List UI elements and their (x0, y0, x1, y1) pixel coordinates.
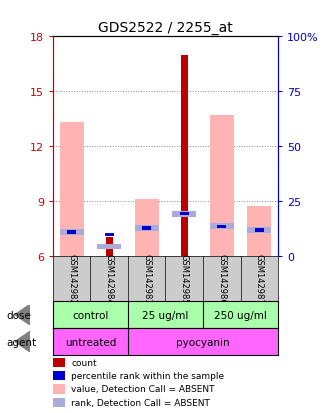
Bar (217, 225, 226, 229)
Text: control: control (72, 310, 109, 320)
Bar (134, 199, 159, 256)
Bar (67, 230, 76, 234)
Text: 250 ug/ml: 250 ug/ml (214, 310, 267, 320)
Bar (255, 229, 264, 233)
Text: GSM142986: GSM142986 (217, 254, 226, 304)
Bar (105, 233, 114, 237)
Text: GSM142983: GSM142983 (142, 254, 151, 304)
Text: GSM142987: GSM142987 (255, 254, 264, 304)
Polygon shape (15, 305, 30, 325)
Polygon shape (15, 332, 30, 352)
Text: agent: agent (7, 337, 37, 347)
Bar (181, 55, 188, 256)
Bar (247, 207, 271, 256)
Title: GDS2522 / 2255_at: GDS2522 / 2255_at (98, 21, 233, 35)
Bar (247, 228, 271, 233)
Text: value, Detection Call = ABSENT: value, Detection Call = ABSENT (71, 385, 215, 394)
Text: pyocyanin: pyocyanin (176, 337, 230, 347)
Text: rank, Detection Call = ABSENT: rank, Detection Call = ABSENT (71, 398, 210, 407)
Text: GSM142985: GSM142985 (180, 254, 189, 304)
Text: dose: dose (7, 310, 31, 320)
Bar (142, 227, 151, 230)
Bar (60, 230, 84, 235)
Text: GSM142982: GSM142982 (67, 254, 76, 304)
Bar (210, 224, 234, 230)
Bar (97, 244, 121, 250)
Bar (172, 211, 196, 217)
Bar (134, 226, 159, 232)
Text: percentile rank within the sample: percentile rank within the sample (71, 371, 224, 380)
Text: GSM142984: GSM142984 (105, 254, 114, 304)
Bar (106, 238, 113, 256)
Text: 25 ug/ml: 25 ug/ml (142, 310, 189, 320)
Bar (180, 212, 189, 216)
Bar (210, 116, 234, 256)
Text: count: count (71, 358, 97, 367)
Text: untreated: untreated (65, 337, 116, 347)
Bar (60, 123, 84, 256)
